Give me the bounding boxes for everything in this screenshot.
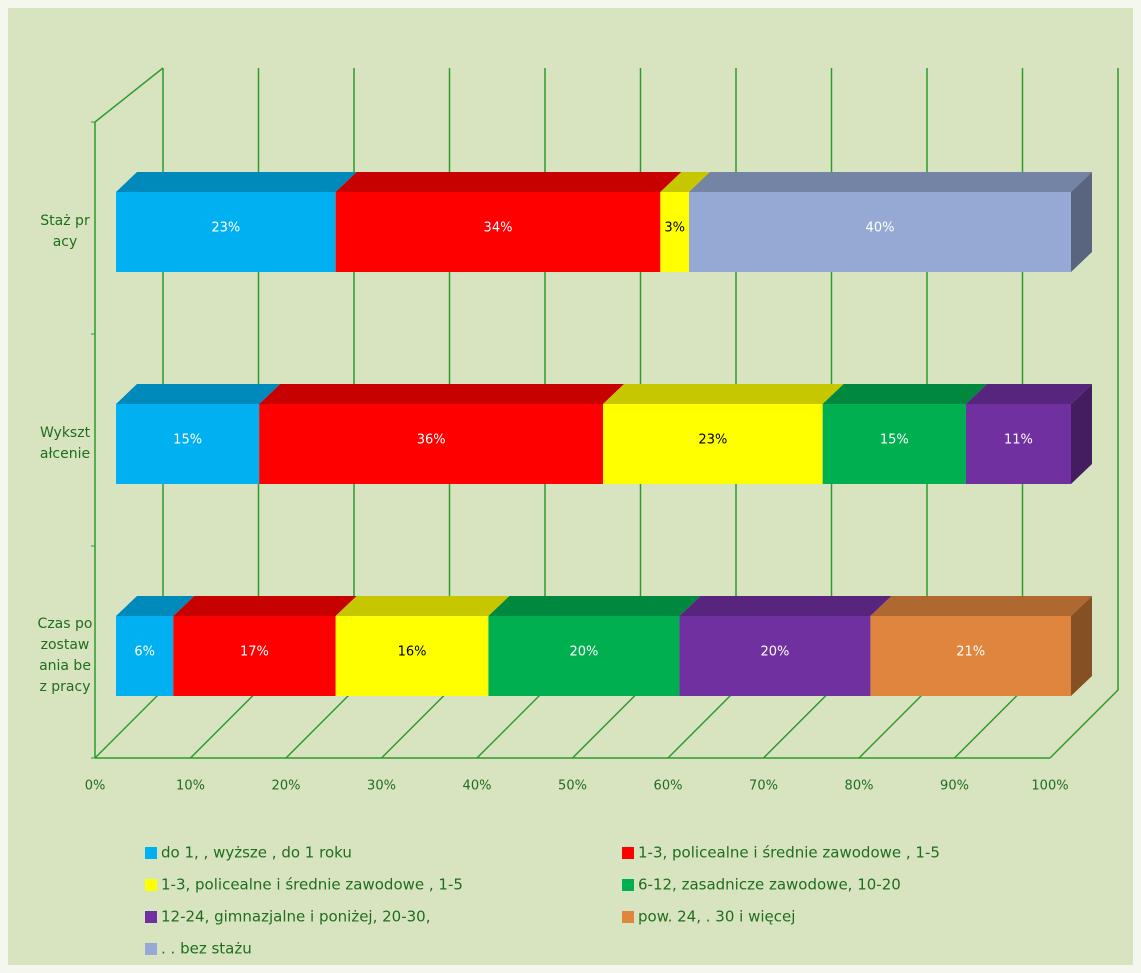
bar-top [488, 596, 701, 616]
bar-top [603, 384, 844, 404]
bar-segment [116, 384, 281, 484]
legend-label: pow. 24, . 30 i więcej [638, 908, 795, 926]
data-label: 40% [866, 221, 895, 236]
grid-line [1049, 68, 1119, 759]
bar-segment [660, 172, 710, 272]
bar-top [965, 384, 1092, 404]
legend-label: 1-3, policealne i średnie zawodowe , 1-5 [638, 844, 940, 862]
bar-segment [335, 596, 510, 696]
bar-top [822, 384, 987, 404]
data-label: 16% [398, 645, 427, 660]
legend-swatch [145, 911, 157, 923]
data-label: 23% [698, 433, 727, 448]
data-label: 23% [211, 221, 240, 236]
legend-swatch [622, 847, 634, 859]
bar-side [1071, 596, 1092, 696]
bar-top [335, 596, 510, 616]
legend-label: 6-12, zasadnicze zawodowe, 10-20 [638, 876, 901, 894]
bar-segment [116, 172, 357, 272]
x-tick-label: 90% [940, 779, 969, 794]
bar-segment [259, 384, 625, 484]
legend-swatch [145, 879, 157, 891]
bar-top [116, 172, 357, 192]
bar-top [173, 596, 357, 616]
bar-top [259, 384, 625, 404]
legend-swatch [622, 911, 634, 923]
bar-top [870, 596, 1092, 616]
y-tick-label: Staż pracy [40, 213, 90, 250]
x-tick-label: 0% [85, 779, 106, 794]
bar-front [116, 192, 336, 272]
legend-label: 1-3, policealne i średnie zawodowe , 1-5 [161, 876, 463, 894]
bar-front [822, 404, 966, 484]
y-tick-label: Czas pozostawania bez pracy [37, 616, 93, 695]
y-tick-label: Wykształcenie [39, 425, 91, 462]
x-tick-label: 70% [749, 779, 778, 794]
bar-front [116, 616, 174, 696]
bar-top [660, 172, 710, 192]
data-label: 6% [134, 645, 155, 660]
bar-segment [603, 384, 844, 484]
bar-front [965, 404, 1071, 484]
bar-front [689, 192, 1071, 272]
axis-line [94, 67, 164, 123]
data-label: 34% [484, 221, 513, 236]
data-label: 15% [880, 433, 909, 448]
data-label: 36% [417, 433, 446, 448]
bar-front [603, 404, 823, 484]
bar-segment [870, 596, 1092, 696]
legend-swatch [622, 879, 634, 891]
legend-label: 12-24, gimnazjalne i poniżej, 20-30, [161, 908, 431, 926]
x-tick-label: 60% [654, 779, 683, 794]
legend-label: . . bez stażu [161, 940, 252, 958]
bar-top [689, 172, 1092, 192]
bar-segment [335, 172, 682, 272]
bar-top [116, 596, 195, 616]
x-tick-label: 50% [558, 779, 587, 794]
bar-side [1071, 172, 1092, 272]
bar-segment [173, 596, 357, 696]
data-label: 3% [664, 221, 685, 236]
bar-front [679, 616, 871, 696]
data-label: 20% [760, 645, 789, 660]
bar-front [116, 404, 260, 484]
bar-segment [488, 596, 701, 696]
bar-front [660, 192, 689, 272]
bar-top [335, 172, 682, 192]
legend-swatch [145, 847, 157, 859]
bar-top [116, 384, 281, 404]
data-label: 15% [173, 433, 202, 448]
bar-segment [689, 172, 1092, 272]
bar-segment [116, 596, 195, 696]
bar-segment [965, 384, 1092, 484]
bar-front [488, 616, 680, 696]
bar-front [870, 616, 1071, 696]
bar-front [335, 192, 661, 272]
x-tick-label: 40% [463, 779, 492, 794]
bar-side [1071, 384, 1092, 484]
bar-segment [822, 384, 987, 484]
bar-front [259, 404, 604, 484]
bar-top [679, 596, 892, 616]
legend-label: do 1, , wyższe , do 1 roku [161, 844, 352, 862]
data-label: 17% [240, 645, 269, 660]
x-tick-label: 30% [367, 779, 396, 794]
data-label: 21% [956, 645, 985, 660]
legend-swatch [145, 943, 157, 955]
bar-segment [679, 596, 892, 696]
x-tick-label: 100% [1031, 779, 1068, 794]
data-label: 20% [569, 645, 598, 660]
x-tick-label: 80% [845, 779, 874, 794]
data-label: 11% [1004, 433, 1033, 448]
bar-front [335, 616, 489, 696]
x-tick-label: 20% [272, 779, 301, 794]
x-tick-label: 10% [176, 779, 205, 794]
bar-front [173, 616, 336, 696]
chart-background [8, 8, 1133, 965]
